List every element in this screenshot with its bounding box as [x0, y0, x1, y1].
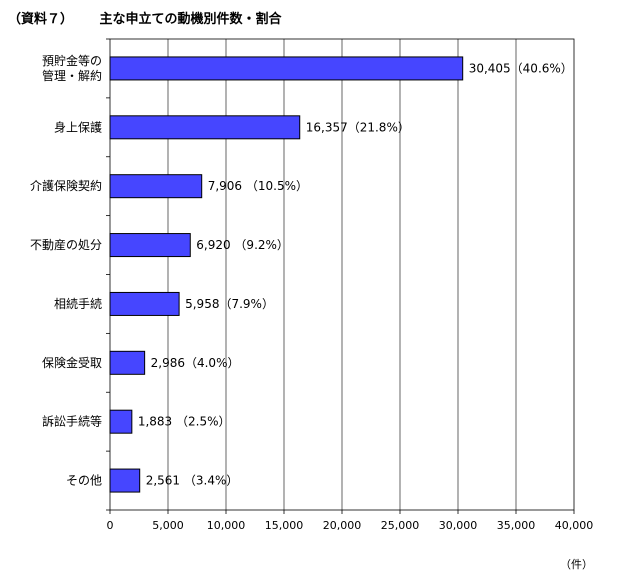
- x-tick-label: 35,000: [497, 519, 536, 532]
- category-label: 預貯金等の: [42, 53, 102, 68]
- bar: [109, 468, 141, 493]
- category-label: 身上保護: [54, 119, 102, 134]
- chart-title: 主な申立ての動機別件数・割合: [99, 12, 282, 27]
- x-tick-label: 15,000: [265, 519, 304, 532]
- x-tick-label: 30,000: [439, 519, 478, 532]
- bar: [109, 174, 203, 199]
- bar: [109, 350, 146, 375]
- category-label: 介護保険契約: [30, 178, 102, 193]
- data-label: 6,920 （9.2%）: [196, 238, 289, 252]
- bar: [109, 115, 301, 140]
- bar: [109, 291, 180, 316]
- category-label: 不動産の処分: [30, 237, 102, 252]
- data-label: 2,561 （3.4%）: [146, 474, 239, 488]
- x-tick-label: 25,000: [381, 519, 420, 532]
- bar: [109, 56, 464, 81]
- data-label: 7,906 （10.5%）: [208, 179, 308, 193]
- x-tick-label: 0: [107, 519, 114, 532]
- data-label: 2,986（4.0%）: [151, 356, 240, 370]
- data-label: 16,357（21.8%）: [306, 120, 410, 134]
- x-tick-label: 40,000: [555, 519, 594, 532]
- category-label: その他: [66, 474, 102, 488]
- figure-tag: （資料７）: [8, 12, 74, 27]
- data-label: 5,958（7.9%）: [185, 297, 274, 311]
- category-label: 管理・解約: [42, 68, 102, 83]
- category-label: 相続手続: [54, 297, 102, 311]
- unit-label: （件）: [560, 558, 593, 571]
- bar: [109, 233, 191, 258]
- category-label: 保険金受取: [42, 355, 102, 370]
- data-label: 30,405（40.6%）: [469, 61, 573, 75]
- chart-title-block: （資料７） 主な申立ての動機別件数・割合: [8, 8, 282, 27]
- x-tick-label: 20,000: [323, 519, 362, 532]
- x-tick-label: 5,000: [152, 519, 184, 532]
- x-tick-label: 10,000: [207, 519, 246, 532]
- category-label: 訴訟手続等: [42, 414, 102, 429]
- data-label: 1,883 （2.5%）: [138, 415, 231, 429]
- bar: [109, 409, 133, 434]
